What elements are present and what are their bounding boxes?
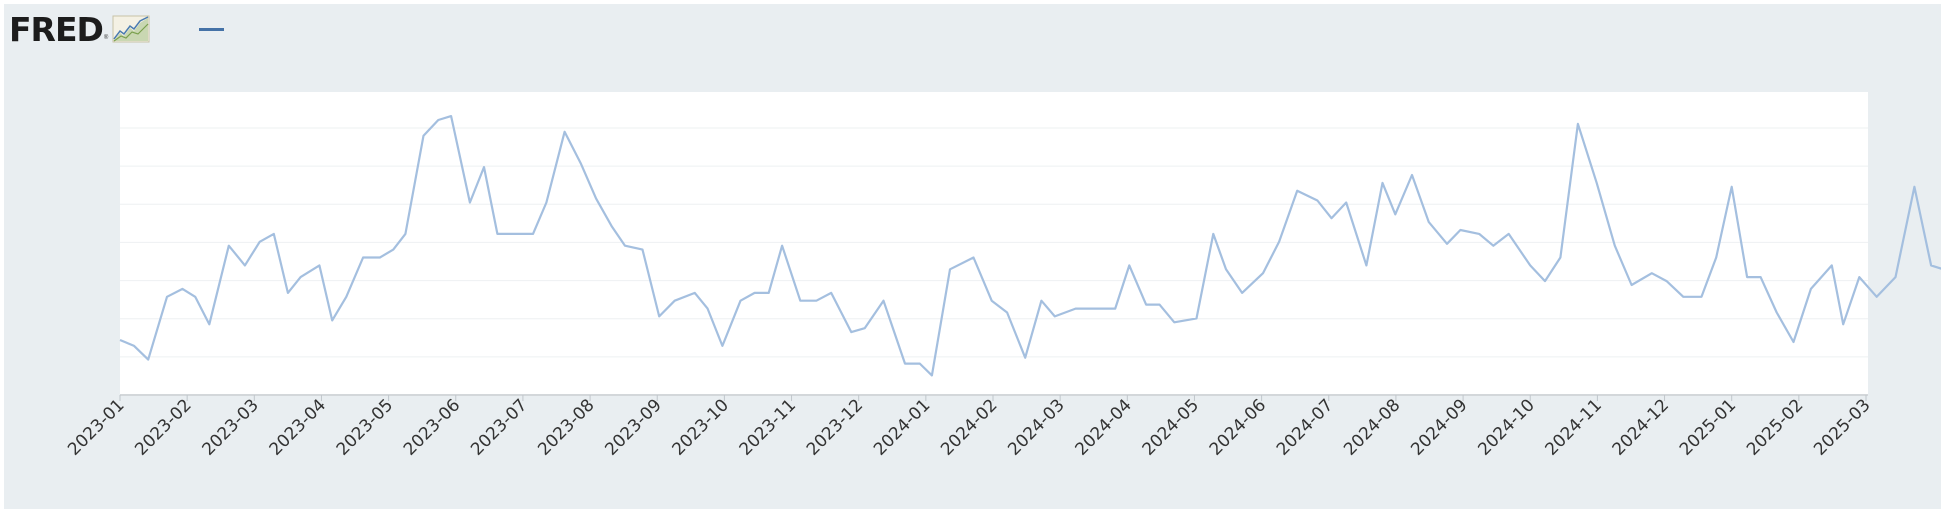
- x-tick-label: 2023-12: [803, 395, 867, 459]
- x-tick-label: 2023-01: [64, 395, 128, 459]
- x-tick-label: 2024-05: [1139, 395, 1203, 459]
- x-tick-label: 2024-04: [1071, 395, 1135, 459]
- x-tick-label: 2025-01: [1676, 395, 1740, 459]
- x-tick-label: 2023-11: [736, 395, 800, 459]
- x-tick-label: 2024-03: [1004, 395, 1068, 459]
- x-tick-label: 2025-02: [1743, 395, 1807, 459]
- x-tick-label: 2024-09: [1407, 395, 1471, 459]
- x-tick-label: 2024-07: [1273, 395, 1337, 459]
- x-tick-label: 2025-03: [1810, 395, 1874, 459]
- x-tick-label: 2024-10: [1474, 395, 1538, 459]
- x-tick-label: 2023-06: [400, 395, 464, 459]
- x-tick-label: 2023-07: [467, 395, 531, 459]
- x-tick-label: 2024-12: [1609, 395, 1673, 459]
- x-tick-label: 2023-04: [266, 395, 330, 459]
- x-tick-label: 2023-02: [131, 395, 195, 459]
- x-tick-label: 2023-10: [669, 395, 733, 459]
- fred-logo-text: FRED: [9, 9, 104, 49]
- x-tick-label: 2023-09: [601, 395, 665, 459]
- series-line: [119, 114, 1941, 377]
- x-tick-label: 2024-02: [937, 395, 1001, 459]
- x-tick-label: 2023-08: [534, 395, 598, 459]
- x-tick-label: 2024-11: [1542, 395, 1606, 459]
- series-legend-swatch: [199, 28, 224, 31]
- x-tick-label: 2024-08: [1340, 395, 1404, 459]
- line-chart-icon: [112, 15, 150, 43]
- x-tick-label: 2023-05: [333, 395, 397, 459]
- plot-background: [120, 92, 1868, 394]
- fred-logo[interactable]: FRED ®: [9, 9, 150, 49]
- x-tick-label: 2023-03: [198, 395, 262, 459]
- x-tick-label: 2024-01: [870, 395, 934, 459]
- x-tick-label: 2024-06: [1206, 395, 1270, 459]
- x-axis-ticks: 2023-01 2023-02 2023-03 2023-04 2023-05 2023-…: [64, 395, 1875, 460]
- registered-mark: ®: [103, 35, 109, 41]
